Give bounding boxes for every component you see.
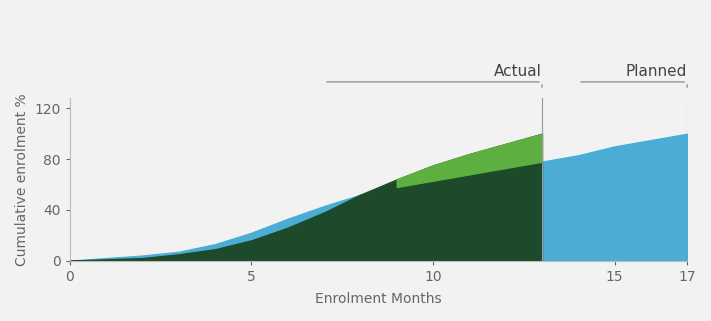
Text: Actual: Actual <box>494 64 542 79</box>
X-axis label: Enrolment Months: Enrolment Months <box>315 292 442 306</box>
Y-axis label: Cumulative enrolment %: Cumulative enrolment % <box>15 93 29 266</box>
Text: Planned: Planned <box>626 64 688 79</box>
